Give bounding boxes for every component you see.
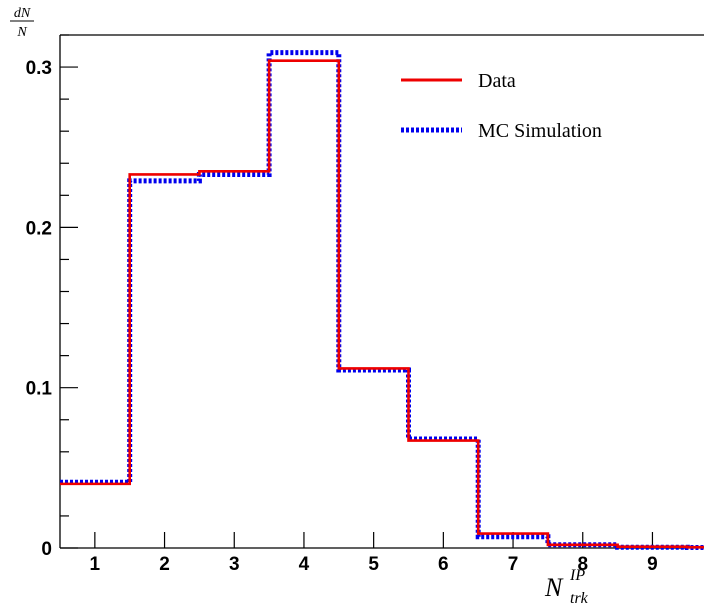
series-mc-simulation-line: [60, 50, 704, 551]
legend: Data MC Simulation: [401, 70, 602, 142]
x-tick-label: 5: [368, 554, 379, 575]
x-axis-label-base: N: [544, 573, 564, 602]
x-tick-label: 2: [159, 554, 170, 575]
x-ticks: 12345678910: [90, 532, 658, 575]
y-tick-label: 0: [41, 539, 52, 560]
x-tick-label: 7: [508, 554, 519, 575]
x-axis-label-superscript: IP: [569, 567, 585, 584]
x-tick-label: 4: [299, 554, 310, 575]
y-axis-label: dN N: [10, 6, 34, 40]
x-tick-label: 6: [438, 554, 449, 575]
x-tick-label: 9: [647, 554, 658, 575]
y-tick-label: 0.3: [26, 58, 52, 79]
y-tick-label: 0.2: [26, 218, 52, 239]
legend-label-mc-simulation: MC Simulation: [478, 120, 602, 142]
y-ticks: 0 0.1 0.2 0.3: [26, 34, 78, 560]
plot-frame: [59, 34, 704, 549]
series-data-line: [60, 59, 704, 549]
x-tick-label: 1: [90, 554, 101, 575]
legend-label-data: Data: [478, 70, 516, 92]
y-tick-label: 0.1: [26, 379, 53, 400]
x-axis-label-subscript: trk: [570, 590, 589, 606]
x-tick-label: 3: [229, 554, 240, 575]
series-group: [60, 50, 704, 551]
x-axis-label: N IP trk: [544, 567, 589, 606]
x-tick-label: 8: [577, 554, 588, 575]
y-axis-label-denominator: N: [16, 25, 27, 40]
y-axis-label-numerator: dN: [14, 6, 31, 21]
